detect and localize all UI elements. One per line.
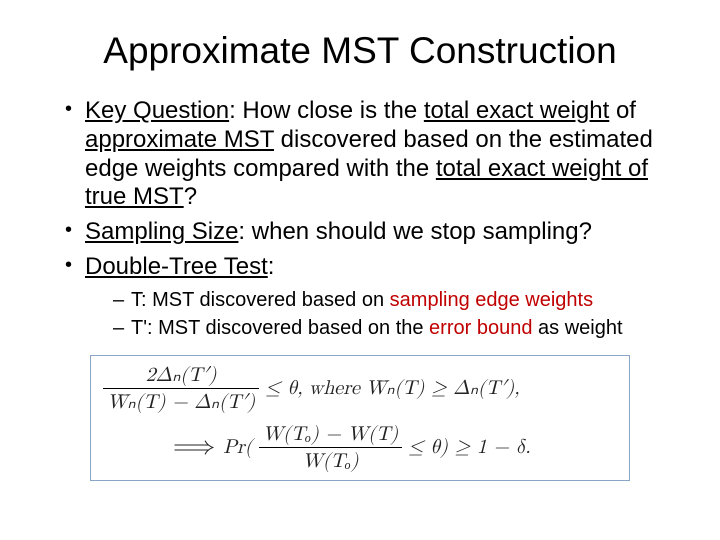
text: T': MST discovered based on the	[131, 317, 429, 339]
highlight-text: error bound	[429, 317, 532, 339]
implies-icon: =⇒	[173, 433, 211, 462]
fraction-1: 2Δₙ(T′) W̅ₙ(T) − Δₙ(T′)	[103, 364, 259, 413]
sub-bullet-t: T: MST discovered based on sampling edge…	[113, 288, 680, 313]
lead-text: Double-Tree Test	[85, 253, 268, 280]
fraction-2: W(Tₒ) − W(T) W(Tₒ)	[259, 423, 403, 472]
condition: W̅ₙ(T) ≥ Δₙ(T′),	[366, 377, 520, 399]
lead-text: Key Question	[85, 97, 229, 124]
text: as weight	[532, 317, 622, 339]
highlight-text: sampling edge weights	[390, 289, 593, 311]
text: ?	[184, 183, 197, 210]
denominator: W(Tₒ)	[259, 448, 403, 472]
underlined-text: approximate MST	[85, 126, 274, 153]
bullet-double-tree: Double-Tree Test: T: MST discovered base…	[65, 253, 680, 341]
sub-bullet-list: T: MST discovered based on sampling edge…	[85, 288, 680, 341]
text: T: MST discovered based on	[131, 289, 390, 311]
lead-text: Sampling Size	[85, 218, 238, 245]
page-title: Approximate MST Construction	[40, 30, 680, 72]
leq-theta: ≤ θ,	[265, 377, 303, 399]
formula-row-2: =⇒ Pr( W(Tₒ) − W(T) W(Tₒ) ≤ θ) ≥ 1 − δ.	[103, 423, 617, 472]
text: : How close is the	[229, 97, 424, 124]
bullet-list: Key Question: How close is the total exa…	[40, 97, 680, 341]
text: :	[268, 253, 275, 280]
formula-row-1: 2Δₙ(T′) W̅ₙ(T) − Δₙ(T′) ≤ θ, where W̅ₙ(T…	[103, 364, 617, 413]
sub-bullet-t-prime: T': MST discovered based on the error bo…	[113, 316, 680, 341]
underlined-text: total exact weight	[424, 97, 609, 124]
arrow-glyph: ⇒	[189, 434, 211, 460]
denominator: W̅ₙ(T) − Δₙ(T′)	[103, 389, 259, 413]
where-text: where	[309, 377, 360, 399]
text: of	[609, 97, 636, 124]
bullet-key-question: Key Question: How close is the total exa…	[65, 97, 680, 212]
numerator: 2Δₙ(T′)	[103, 364, 259, 389]
formula-box: 2Δₙ(T′) W̅ₙ(T) − Δₙ(T′) ≤ θ, where W̅ₙ(T…	[90, 355, 630, 481]
numerator: W(Tₒ) − W(T)	[259, 423, 403, 448]
pr-close: ≤ θ) ≥ 1 − δ.	[408, 436, 530, 458]
slide: Approximate MST Construction Key Questio…	[0, 0, 720, 540]
bullet-sampling-size: Sampling Size: when should we stop sampl…	[65, 218, 680, 247]
pr-open: Pr(	[223, 436, 252, 458]
text: : when should we stop sampling?	[238, 218, 592, 245]
